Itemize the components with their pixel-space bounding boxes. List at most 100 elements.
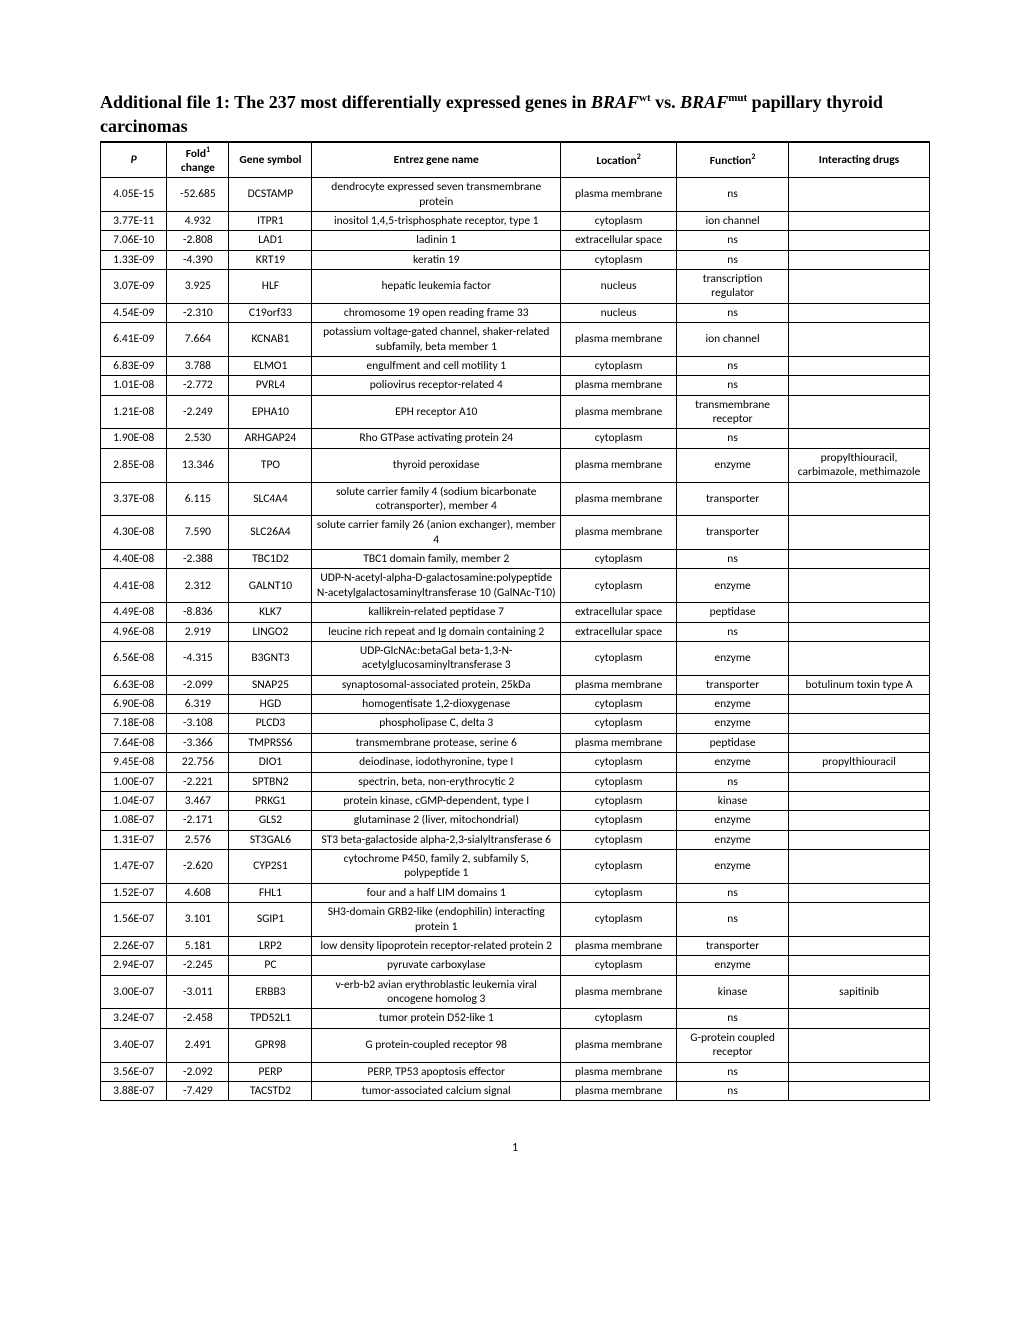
cell-drug bbox=[789, 695, 930, 714]
table-row: 1.01E-08-2.772PVRL4poliovirus receptor-r… bbox=[101, 376, 930, 395]
cell-p: 3.07E-09 bbox=[101, 270, 167, 304]
col-gene-symbol: Gene symbol bbox=[229, 142, 312, 178]
cell-func: transporter bbox=[677, 675, 789, 694]
cell-p: 3.00E-07 bbox=[101, 975, 167, 1009]
table-row: 2.26E-075.181LRP2low density lipoprotein… bbox=[101, 936, 930, 955]
cell-p: 3.40E-07 bbox=[101, 1028, 167, 1062]
cell-loc: cytoplasm bbox=[561, 772, 677, 791]
table-row: 3.37E-086.115SLC4A4solute carrier family… bbox=[101, 482, 930, 516]
cell-drug bbox=[789, 791, 930, 810]
cell-func: enzyme bbox=[677, 569, 789, 603]
cell-name: spectrin, beta, non-erythrocytic 2 bbox=[312, 772, 561, 791]
cell-name: solute carrier family 4 (sodium bicarbon… bbox=[312, 482, 561, 516]
cell-func: ns bbox=[677, 772, 789, 791]
cell-fold: -52.685 bbox=[167, 178, 229, 212]
cell-func: ns bbox=[677, 356, 789, 375]
cell-name: poliovirus receptor-related 4 bbox=[312, 376, 561, 395]
cell-drug bbox=[789, 395, 930, 429]
cell-drug bbox=[789, 641, 930, 675]
cell-name: solute carrier family 26 (anion exchange… bbox=[312, 516, 561, 550]
cell-sym: ELMO1 bbox=[229, 356, 312, 375]
cell-fold: -2.249 bbox=[167, 395, 229, 429]
cell-drug bbox=[789, 811, 930, 830]
cell-loc: plasma membrane bbox=[561, 975, 677, 1009]
col-fold: Fold1 change bbox=[167, 142, 229, 178]
table-row: 2.94E-07-2.245PCpyruvate carboxylasecyto… bbox=[101, 956, 930, 975]
cell-drug: botulinum toxin type A bbox=[789, 675, 930, 694]
cell-sym: PC bbox=[229, 956, 312, 975]
page-number: 1 bbox=[100, 1141, 930, 1155]
cell-func: enzyme bbox=[677, 956, 789, 975]
cell-loc: cytoplasm bbox=[561, 811, 677, 830]
cell-drug: propylthiouracil bbox=[789, 753, 930, 772]
cell-func: transporter bbox=[677, 482, 789, 516]
cell-name: PERP, TP53 apoptosis effector bbox=[312, 1062, 561, 1081]
cell-drug: sapitinib bbox=[789, 975, 930, 1009]
cell-func: ns bbox=[677, 231, 789, 250]
cell-func: ns bbox=[677, 250, 789, 269]
cell-loc: cytoplasm bbox=[561, 956, 677, 975]
cell-p: 3.88E-07 bbox=[101, 1081, 167, 1100]
cell-p: 1.90E-08 bbox=[101, 429, 167, 448]
cell-p: 1.21E-08 bbox=[101, 395, 167, 429]
cell-drug bbox=[789, 550, 930, 569]
col-drugs: Interacting drugs bbox=[789, 142, 930, 178]
cell-name: TBC1 domain family, member 2 bbox=[312, 550, 561, 569]
table-row: 4.30E-087.590SLC26A4solute carrier famil… bbox=[101, 516, 930, 550]
cell-drug: propylthiouracil, carbimazole, methimazo… bbox=[789, 448, 930, 482]
cell-func: enzyme bbox=[677, 641, 789, 675]
cell-name: ST3 beta-galactoside alpha-2,3-sialyltra… bbox=[312, 830, 561, 849]
cell-drug bbox=[789, 429, 930, 448]
cell-p: 4.41E-08 bbox=[101, 569, 167, 603]
cell-func: ns bbox=[677, 429, 789, 448]
cell-loc: cytoplasm bbox=[561, 211, 677, 230]
cell-loc: cytoplasm bbox=[561, 791, 677, 810]
cell-p: 3.56E-07 bbox=[101, 1062, 167, 1081]
table-row: 3.07E-093.925HLFhepatic leukemia factorn… bbox=[101, 270, 930, 304]
cell-func: G-protein coupled receptor bbox=[677, 1028, 789, 1062]
cell-fold: 6.115 bbox=[167, 482, 229, 516]
cell-fold: -2.245 bbox=[167, 956, 229, 975]
cell-p: 3.24E-07 bbox=[101, 1009, 167, 1028]
cell-func: ns bbox=[677, 622, 789, 641]
table-row: 6.63E-08-2.099SNAP25synaptosomal-associa… bbox=[101, 675, 930, 694]
table-row: 1.04E-073.467PRKG1protein kinase, cGMP-d… bbox=[101, 791, 930, 810]
cell-sym: CYP2S1 bbox=[229, 850, 312, 884]
cell-func: enzyme bbox=[677, 714, 789, 733]
table-row: 1.31E-072.576ST3GAL6ST3 beta-galactoside… bbox=[101, 830, 930, 849]
cell-fold: 2.919 bbox=[167, 622, 229, 641]
table-row: 3.00E-07-3.011ERBB3v-erb-b2 avian erythr… bbox=[101, 975, 930, 1009]
cell-name: homogentisate 1,2-dioxygenase bbox=[312, 695, 561, 714]
cell-fold: 6.319 bbox=[167, 695, 229, 714]
cell-sym: KCNAB1 bbox=[229, 323, 312, 357]
cell-name: protein kinase, cGMP-dependent, type I bbox=[312, 791, 561, 810]
cell-sym: GPR98 bbox=[229, 1028, 312, 1062]
table-row: 7.06E-10-2.808LAD1ladinin 1extracellular… bbox=[101, 231, 930, 250]
cell-sym: SLC26A4 bbox=[229, 516, 312, 550]
cell-drug bbox=[789, 211, 930, 230]
cell-loc: cytoplasm bbox=[561, 1009, 677, 1028]
table-row: 4.40E-08-2.388TBC1D2TBC1 domain family, … bbox=[101, 550, 930, 569]
cell-fold: -2.310 bbox=[167, 303, 229, 322]
cell-name: dendrocyte expressed seven transmembrane… bbox=[312, 178, 561, 212]
cell-loc: cytoplasm bbox=[561, 714, 677, 733]
cell-sym: B3GNT3 bbox=[229, 641, 312, 675]
cell-name: low density lipoprotein receptor-related… bbox=[312, 936, 561, 955]
gene-table: P Fold1 change Gene symbol Entrez gene n… bbox=[100, 142, 930, 1102]
cell-drug bbox=[789, 178, 930, 212]
cell-p: 4.30E-08 bbox=[101, 516, 167, 550]
table-row: 9.45E-0822.756DIO1deiodinase, iodothyron… bbox=[101, 753, 930, 772]
cell-func: enzyme bbox=[677, 811, 789, 830]
cell-sym: ERBB3 bbox=[229, 975, 312, 1009]
title-vs: vs. bbox=[651, 92, 681, 112]
cell-p: 2.85E-08 bbox=[101, 448, 167, 482]
cell-p: 6.90E-08 bbox=[101, 695, 167, 714]
cell-p: 3.37E-08 bbox=[101, 482, 167, 516]
cell-sym: C19orf33 bbox=[229, 303, 312, 322]
cell-drug bbox=[789, 231, 930, 250]
table-row: 1.90E-082.530ARHGAP24Rho GTPase activati… bbox=[101, 429, 930, 448]
table-row: 4.96E-082.919LINGO2leucine rich repeat a… bbox=[101, 622, 930, 641]
cell-func: transporter bbox=[677, 936, 789, 955]
cell-loc: cytoplasm bbox=[561, 850, 677, 884]
cell-name: inositol 1,4,5-trisphosphate receptor, t… bbox=[312, 211, 561, 230]
